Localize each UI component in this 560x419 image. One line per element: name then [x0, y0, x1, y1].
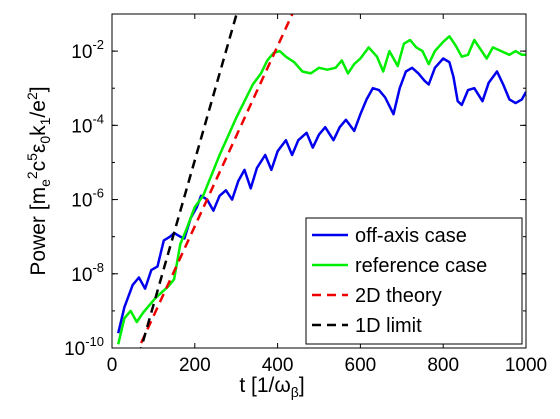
- y-axis-title: Power [me2c5ε0k1/e2]: [24, 86, 53, 275]
- legend: off-axis case reference case 2D theory 1D l…: [305, 217, 523, 345]
- legend-label: 1D limit: [355, 315, 422, 337]
- axes-layer: [111, 13, 527, 349]
- legend-label: reference case: [355, 255, 487, 277]
- series-line-reference-case: [116, 35, 526, 345]
- legend-label: 2D theory: [355, 285, 442, 307]
- y-tick-label: 10-10: [64, 334, 104, 360]
- x-tick-label: 200: [179, 355, 211, 376]
- y-tick-label: 10-6: [71, 186, 104, 212]
- x-axis-title-subscript: β: [291, 384, 299, 400]
- plot-frame: [111, 13, 527, 349]
- series-line-2d-theory: [137, 14, 294, 348]
- series-line-1d-limit: [139, 14, 238, 348]
- x-tick-label: 0: [107, 355, 118, 376]
- y-tick-label: 10-4: [71, 111, 104, 137]
- x-tick-label: 600: [345, 355, 377, 376]
- x-tick-label: 800: [427, 355, 459, 376]
- y-tick-label: 10-8: [71, 260, 104, 286]
- legend-box: [305, 217, 523, 345]
- x-tick-label: 400: [262, 355, 294, 376]
- y-tick-label: 10-2: [71, 37, 104, 63]
- x-tick-label: 1000: [505, 355, 547, 376]
- series-layer: [116, 14, 526, 348]
- ticks-layer: 0 200 400 600 800 1000 10-2 10-4 10-6 10-8 10-10: [64, 13, 547, 376]
- legend-label: off-axis case: [355, 225, 467, 247]
- x-axis-title: t [1/ωβ]: [239, 374, 304, 400]
